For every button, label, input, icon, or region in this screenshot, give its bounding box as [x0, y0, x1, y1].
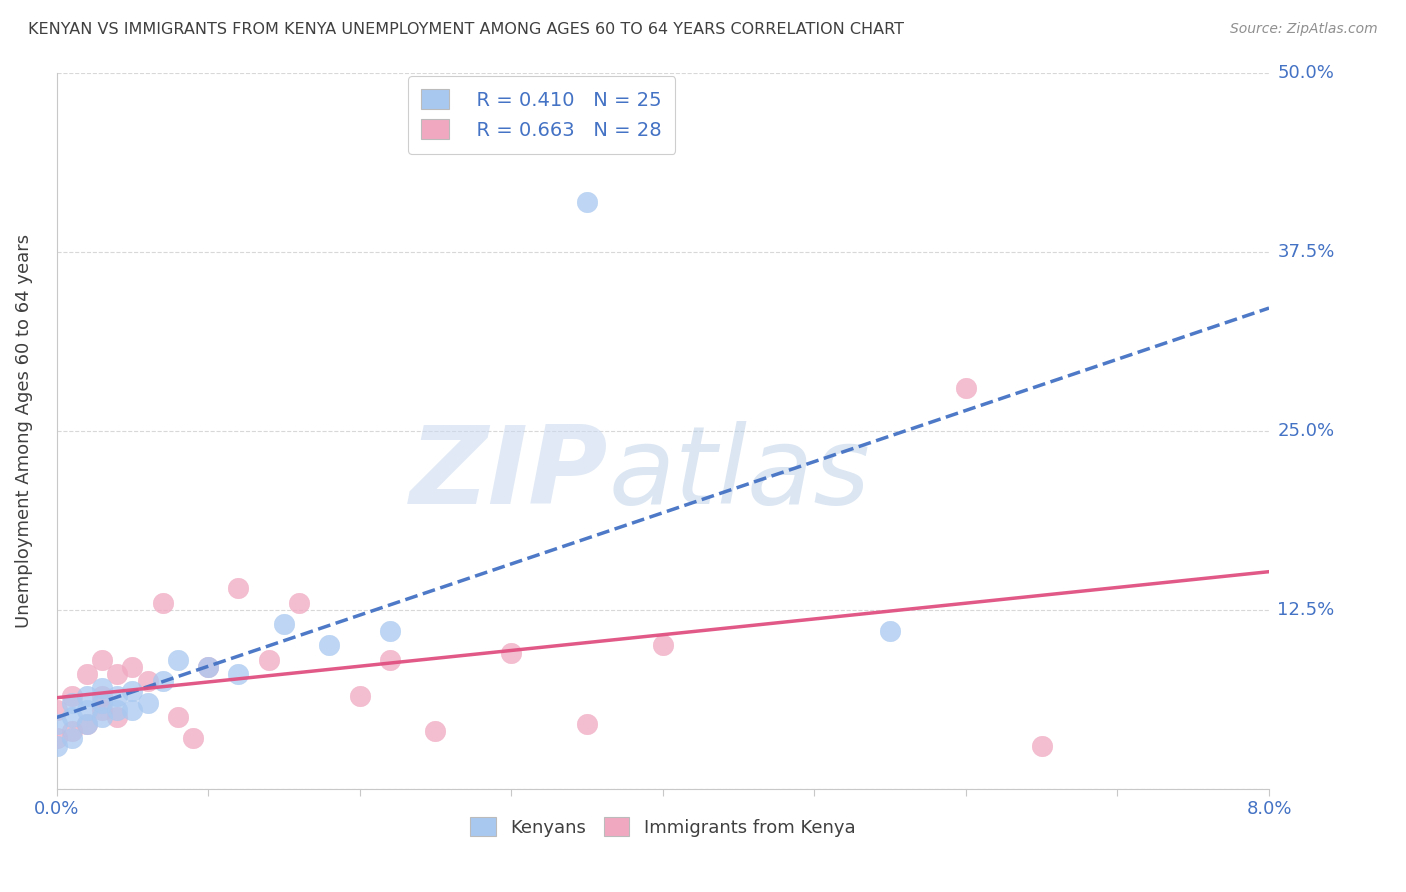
Point — [76, 717, 98, 731]
Point — [576, 194, 599, 209]
Point — [45, 717, 67, 731]
Point — [349, 689, 371, 703]
Point — [378, 653, 401, 667]
Point — [105, 689, 128, 703]
Point — [136, 674, 159, 689]
Point — [879, 624, 901, 639]
Point — [288, 595, 311, 609]
Text: KENYAN VS IMMIGRANTS FROM KENYA UNEMPLOYMENT AMONG AGES 60 TO 64 YEARS CORRELATI: KENYAN VS IMMIGRANTS FROM KENYA UNEMPLOY… — [28, 22, 904, 37]
Point — [152, 674, 174, 689]
Point — [121, 684, 143, 698]
Point — [228, 667, 250, 681]
Text: 12.5%: 12.5% — [1278, 600, 1334, 619]
Point — [121, 703, 143, 717]
Point — [181, 731, 204, 746]
Point — [197, 660, 219, 674]
Point — [45, 703, 67, 717]
Point — [501, 646, 523, 660]
Point — [76, 689, 98, 703]
Point — [91, 703, 114, 717]
Point — [425, 724, 447, 739]
Point — [105, 710, 128, 724]
Point — [576, 717, 599, 731]
Point — [105, 703, 128, 717]
Point — [45, 739, 67, 753]
Point — [166, 653, 188, 667]
Point — [76, 717, 98, 731]
Legend: Kenyans, Immigrants from Kenya: Kenyans, Immigrants from Kenya — [463, 810, 862, 844]
Point — [76, 703, 98, 717]
Point — [60, 731, 83, 746]
Point — [166, 710, 188, 724]
Point — [91, 710, 114, 724]
Point — [136, 696, 159, 710]
Point — [257, 653, 280, 667]
Point — [651, 639, 673, 653]
Point — [152, 595, 174, 609]
Point — [318, 639, 340, 653]
Point — [197, 660, 219, 674]
Point — [228, 581, 250, 595]
Point — [955, 381, 977, 395]
Point — [91, 689, 114, 703]
Text: atlas: atlas — [609, 421, 870, 526]
Point — [60, 696, 83, 710]
Point — [76, 667, 98, 681]
Point — [378, 624, 401, 639]
Text: 50.0%: 50.0% — [1278, 64, 1334, 82]
Point — [91, 653, 114, 667]
Text: Source: ZipAtlas.com: Source: ZipAtlas.com — [1230, 22, 1378, 37]
Text: 25.0%: 25.0% — [1278, 422, 1334, 440]
Point — [60, 710, 83, 724]
Y-axis label: Unemployment Among Ages 60 to 64 years: Unemployment Among Ages 60 to 64 years — [15, 234, 32, 628]
Text: 37.5%: 37.5% — [1278, 243, 1334, 261]
Point — [105, 667, 128, 681]
Point — [60, 724, 83, 739]
Point — [91, 681, 114, 696]
Point — [273, 617, 295, 632]
Text: ZIP: ZIP — [411, 421, 609, 526]
Point — [1031, 739, 1053, 753]
Point — [121, 660, 143, 674]
Point — [45, 731, 67, 746]
Point — [60, 689, 83, 703]
Point — [91, 696, 114, 710]
